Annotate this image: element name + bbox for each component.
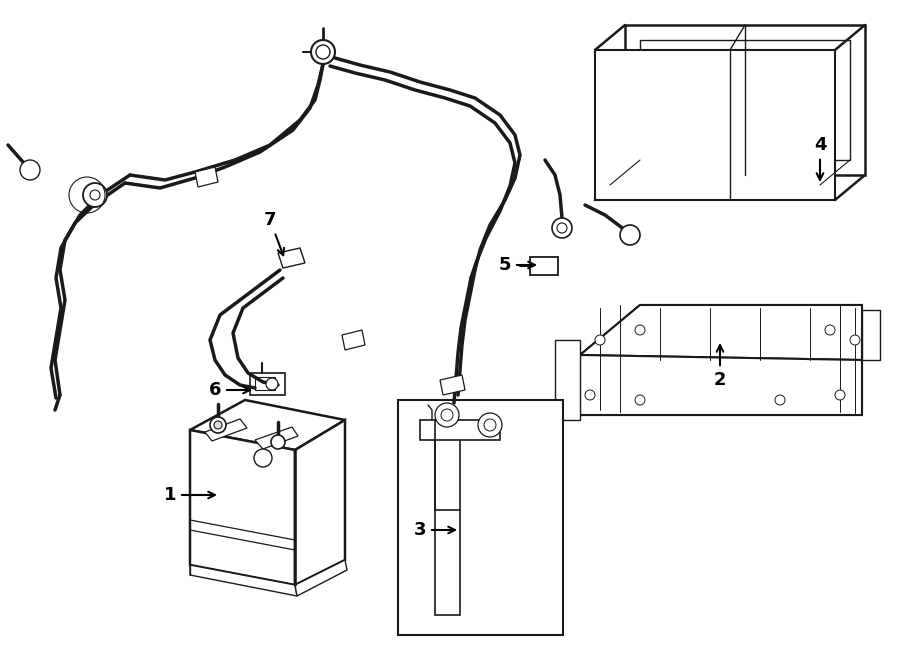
Text: 5: 5 <box>499 256 535 274</box>
Circle shape <box>585 390 595 400</box>
Circle shape <box>825 325 835 335</box>
Circle shape <box>850 335 860 345</box>
Polygon shape <box>580 355 862 415</box>
Polygon shape <box>190 400 345 450</box>
Polygon shape <box>190 565 297 596</box>
Polygon shape <box>640 40 850 160</box>
Polygon shape <box>440 375 465 395</box>
Polygon shape <box>255 377 275 390</box>
Circle shape <box>635 395 645 405</box>
Circle shape <box>210 417 226 433</box>
Text: 3: 3 <box>414 521 454 539</box>
Text: 1: 1 <box>164 486 215 504</box>
Circle shape <box>441 409 453 421</box>
Polygon shape <box>195 167 218 187</box>
Polygon shape <box>580 305 862 415</box>
Circle shape <box>775 395 785 405</box>
Polygon shape <box>295 420 345 585</box>
Circle shape <box>254 449 272 467</box>
Text: 4: 4 <box>814 136 826 180</box>
Bar <box>398 400 563 635</box>
Polygon shape <box>595 50 835 200</box>
Polygon shape <box>205 419 247 441</box>
Circle shape <box>835 390 845 400</box>
Circle shape <box>266 378 278 390</box>
Circle shape <box>478 413 502 437</box>
Text: 6: 6 <box>209 381 250 399</box>
Polygon shape <box>530 257 558 275</box>
Polygon shape <box>295 560 347 596</box>
Polygon shape <box>250 373 285 395</box>
Text: 7: 7 <box>264 211 284 255</box>
Circle shape <box>311 40 335 64</box>
Circle shape <box>316 45 330 59</box>
Polygon shape <box>435 420 460 615</box>
Circle shape <box>83 183 107 207</box>
Polygon shape <box>342 330 365 350</box>
Circle shape <box>484 419 496 431</box>
Polygon shape <box>255 427 298 449</box>
Circle shape <box>90 190 100 200</box>
Circle shape <box>635 325 645 335</box>
Circle shape <box>20 160 40 180</box>
Circle shape <box>595 335 605 345</box>
Polygon shape <box>420 420 500 440</box>
Polygon shape <box>625 25 865 175</box>
Polygon shape <box>580 305 862 360</box>
Circle shape <box>620 225 640 245</box>
Polygon shape <box>190 430 295 585</box>
Polygon shape <box>555 340 580 420</box>
Circle shape <box>557 223 567 233</box>
Circle shape <box>214 421 222 429</box>
Circle shape <box>435 403 459 427</box>
Polygon shape <box>862 310 880 360</box>
Text: 2: 2 <box>714 345 726 389</box>
Circle shape <box>552 218 572 238</box>
Circle shape <box>271 435 285 449</box>
Polygon shape <box>278 248 305 268</box>
